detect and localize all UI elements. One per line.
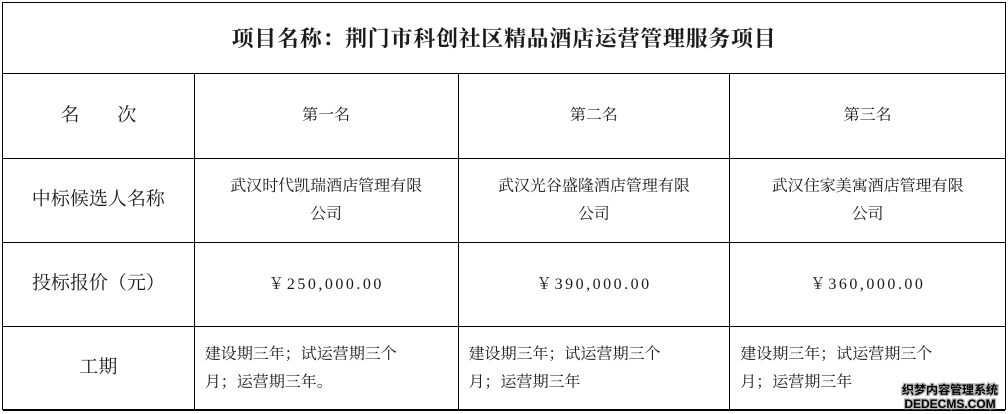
svg-text:DEDECMS.COM: DEDECMS.COM xyxy=(904,397,995,411)
svg-text:织梦内容管理系统: 织梦内容管理系统 xyxy=(902,382,998,398)
